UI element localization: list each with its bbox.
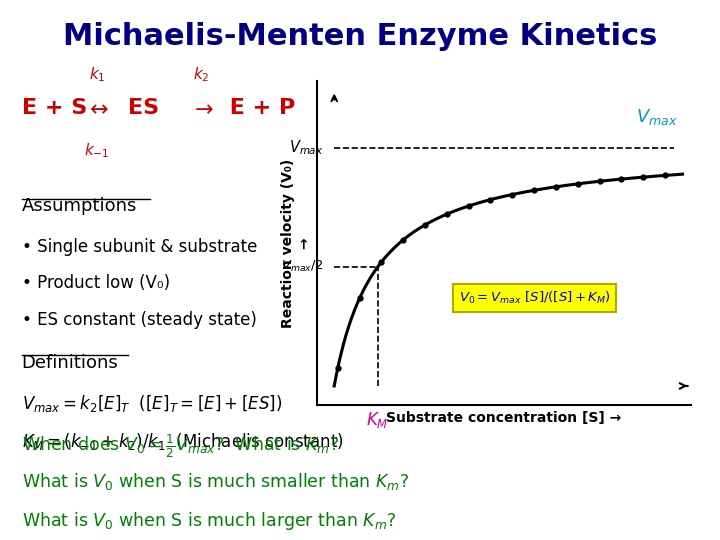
Text: E + P: E + P <box>222 98 295 118</box>
Y-axis label: Reaction velocity (V₀)
→: Reaction velocity (V₀) → <box>281 158 311 328</box>
Text: Assumptions: Assumptions <box>22 197 137 215</box>
Text: • ES constant (steady state): • ES constant (steady state) <box>22 311 256 329</box>
Text: $V_0 = V_{max}\ [S]/([S] + K_M)$: $V_0 = V_{max}\ [S]/([S] + K_M)$ <box>459 290 611 306</box>
Text: ES: ES <box>128 98 167 118</box>
Text: $k_{-1}$: $k_{-1}$ <box>84 141 110 160</box>
Text: $V_{max} = k_2[E]_T$  $([E]_T = [E] + [ES])$: $V_{max} = k_2[E]_T$ $([E]_T = [E] + [ES… <box>22 393 282 414</box>
Text: E + S: E + S <box>22 98 94 118</box>
Text: $V_{max}$: $V_{max}$ <box>636 107 678 127</box>
Text: $V_{max}$: $V_{max}$ <box>289 138 323 157</box>
X-axis label: Substrate concentration [S] →: Substrate concentration [S] → <box>387 410 621 424</box>
Text: $\leftrightarrow$: $\leftrightarrow$ <box>85 98 109 118</box>
Text: • Product low (V₀): • Product low (V₀) <box>22 274 170 292</box>
Text: What is $V_0$ when S is much larger than $K_m$?: What is $V_0$ when S is much larger than… <box>22 510 396 532</box>
Text: What is $V_0$ when S is much smaller than $K_m$?: What is $V_0$ when S is much smaller tha… <box>22 471 408 492</box>
Text: $V_{max}/2$: $V_{max}/2$ <box>281 259 323 274</box>
Text: $k_2$: $k_2$ <box>194 65 210 84</box>
Text: When does $V_0 = \frac{1}{2}V_{max}$?  What is $K_m$?: When does $V_0 = \frac{1}{2}V_{max}$? Wh… <box>22 432 338 460</box>
Text: $k_1$: $k_1$ <box>89 65 105 84</box>
Text: $K_M$: $K_M$ <box>366 410 389 430</box>
Text: Michaelis-Menten Enzyme Kinetics: Michaelis-Menten Enzyme Kinetics <box>63 22 657 51</box>
Text: $K_M = (k_{-1} + k_2)/k_1$  (Michaelis constant): $K_M = (k_{-1} + k_2)/k_1$ (Michaelis co… <box>22 431 343 452</box>
Text: Definitions: Definitions <box>22 354 118 372</box>
Text: • Single subunit & substrate: • Single subunit & substrate <box>22 238 257 255</box>
Text: $\rightarrow$: $\rightarrow$ <box>189 98 214 118</box>
